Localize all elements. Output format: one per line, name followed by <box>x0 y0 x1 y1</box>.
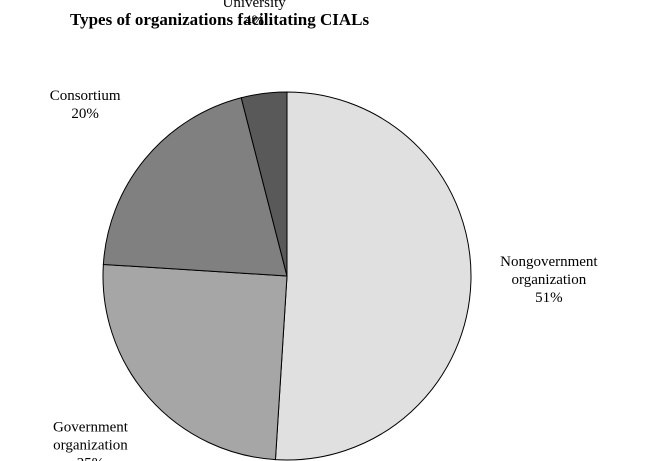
slice-label-line: Government <box>53 419 129 435</box>
slice-value-label: 25% <box>77 455 105 461</box>
slice-label: University <box>222 0 286 11</box>
slice-label: Government organization <box>53 419 129 453</box>
slice-label-line: Nongovernment <box>500 254 598 270</box>
pie-slice <box>240 91 288 277</box>
slice-label: Nongovernment organization <box>500 254 598 288</box>
slice-value-label: 4% <box>244 13 264 29</box>
slice-value-label: 20% <box>71 106 99 122</box>
slice-label-line: organization <box>512 272 587 288</box>
pie-slice <box>274 91 472 461</box>
slice-label-line: organization <box>53 437 128 453</box>
pie-slice <box>102 263 288 461</box>
slice-label-line: Consortium <box>50 88 121 104</box>
slice-label-line: University <box>222 0 286 11</box>
slice-value-label: 51% <box>535 290 563 306</box>
pie-slice <box>102 97 288 277</box>
slice-label: Consortium <box>50 88 121 104</box>
chart-title: Types of organizations facilitating CIAL… <box>70 10 369 29</box>
